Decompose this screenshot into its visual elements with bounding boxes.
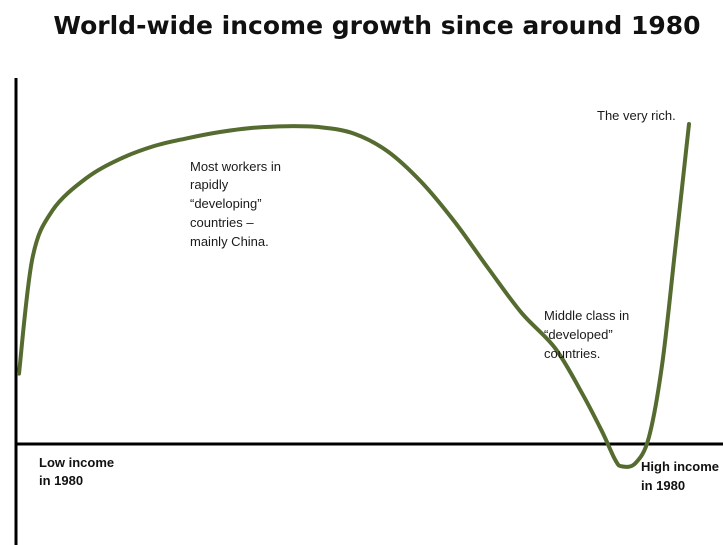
- x-axis-right-label-line2: in 1980: [641, 478, 685, 493]
- annotation-developing-line1: Most workers in: [190, 159, 281, 174]
- annotation-developing-line5: mainly China.: [190, 234, 269, 249]
- x-axis-left-label-line1: Low income: [39, 455, 114, 470]
- annotation-developing-line2: rapidly: [190, 177, 229, 192]
- annotation-middle-class-line3: countries.: [544, 346, 600, 361]
- annotation-very-rich: The very rich.: [597, 108, 676, 123]
- annotation-middle-class-line1: Middle class in: [544, 308, 629, 323]
- annotation-developing-line3: “developing”: [190, 196, 262, 211]
- growth-curve: [17, 122, 691, 469]
- x-axis-left-label-line2: in 1980: [39, 473, 83, 488]
- x-axis-right-label-line1: High income: [641, 459, 719, 474]
- annotation-developing-line4: countries –: [190, 215, 254, 230]
- chart-title: World-wide income growth since around 19…: [53, 11, 700, 40]
- annotation-middle-class-line2: “developed”: [544, 327, 613, 342]
